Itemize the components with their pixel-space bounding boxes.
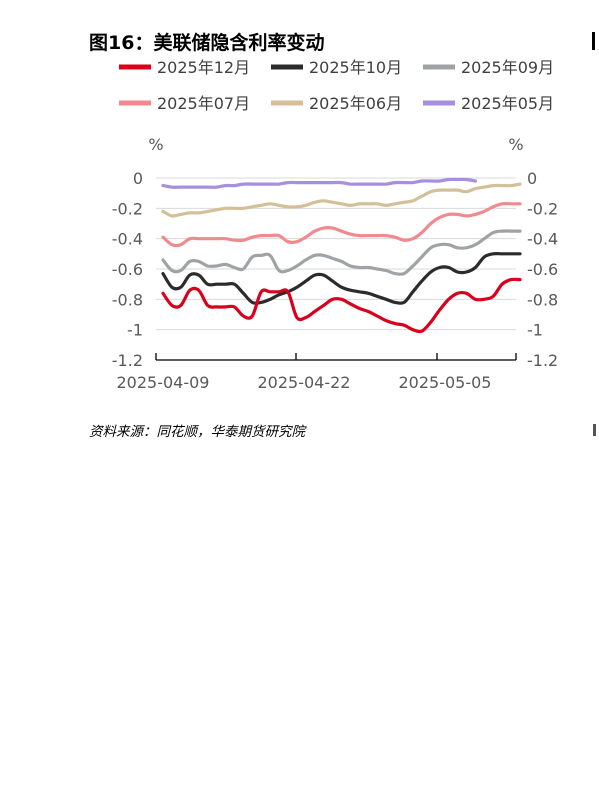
x-tick-label: 2025-04-09: [117, 373, 210, 392]
legend-label: 2025年09月: [461, 58, 554, 77]
adjacent-figure-edge-lower: [593, 424, 596, 436]
y-unit-left: %: [148, 135, 163, 154]
series-line: [161, 229, 522, 276]
y-tick-label-right: -1: [527, 321, 543, 340]
y-tick-label-right: -0.2: [527, 199, 558, 218]
series-line: [161, 201, 522, 248]
y-tick-label-left: -0.2: [112, 199, 143, 218]
chart-legend: 2025年12月 2025年10月 2025年09月 2025年07月 2025年06月…: [119, 58, 554, 113]
x-tick-label: 2025-04-22: [258, 373, 351, 392]
y-tick-label-right: -1.2: [527, 351, 558, 370]
series-line: [161, 177, 477, 189]
series-line: [161, 182, 522, 218]
x-tick-label: 2025-05-05: [399, 373, 492, 392]
y-tick-label-left: -0.4: [112, 230, 143, 249]
legend-label: 2025年05月: [461, 94, 554, 113]
source-note: 资料来源：同花顺，华泰期货研究院: [89, 424, 305, 440]
adjacent-figure-edge: [592, 32, 595, 50]
legend-label: 2025年06月: [309, 94, 402, 113]
chart-axes: 0 0 -0.2 -0.2 -0.4 -0.4 -0.6 -0.6 -0.8 -0.8 -1 -1 -1…: [112, 169, 558, 392]
series-line: [161, 251, 522, 305]
y-tick-label-left: -0.8: [112, 290, 143, 309]
legend-label: 2025年10月: [309, 58, 402, 77]
series-line: [161, 277, 522, 334]
y-tick-label-left: -0.6: [112, 260, 143, 279]
y-tick-label-right: -0.6: [527, 260, 558, 279]
y-tick-label-left: 0: [133, 169, 143, 188]
figure-title: 图16：美联储隐含利率变动: [89, 32, 325, 54]
y-tick-label-right: 0: [527, 169, 537, 188]
chart-series-lines: [161, 177, 522, 334]
implied-rate-line-chart: 2025年12月 2025年10月 2025年09月 2025年07月 2025年06月…: [112, 58, 558, 392]
legend-label: 2025年12月: [157, 58, 250, 77]
y-unit-right: %: [508, 135, 523, 154]
y-tick-label-left: -1: [127, 321, 143, 340]
y-tick-label-left: -1.2: [112, 351, 143, 370]
y-tick-label-right: -0.8: [527, 290, 558, 309]
y-tick-label-right: -0.4: [527, 230, 558, 249]
legend-label: 2025年07月: [157, 94, 250, 113]
